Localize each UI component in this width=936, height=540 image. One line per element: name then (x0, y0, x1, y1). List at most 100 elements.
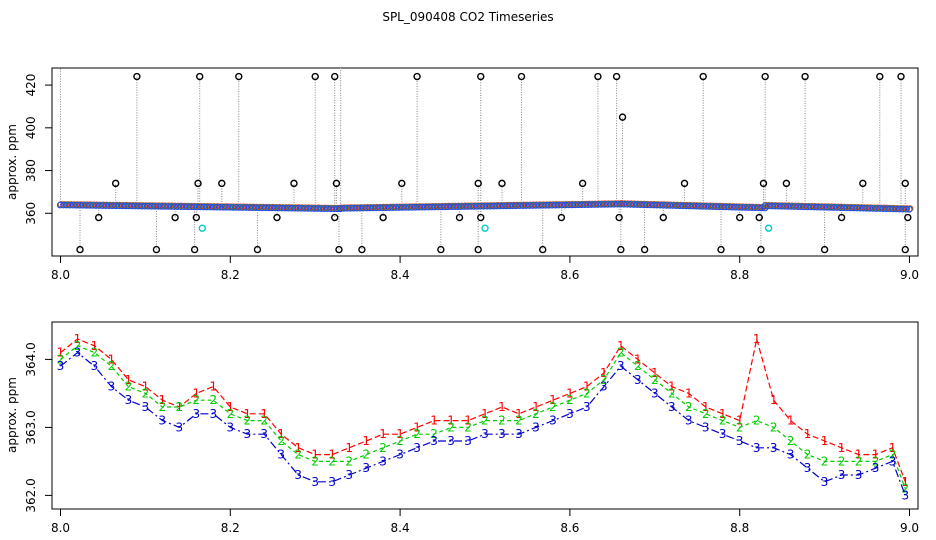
baseline-point-blue (441, 203, 448, 211)
baseline-point-blue (735, 204, 742, 211)
outlier-point (761, 72, 769, 81)
series-1-marker: 1 (634, 352, 642, 366)
baseline-point-blue (311, 205, 318, 212)
series-2-marker: 2 (566, 393, 574, 407)
baseline-point-blue (203, 203, 211, 211)
series-1-marker: 1 (294, 441, 302, 455)
outlier-point (171, 213, 179, 222)
baseline-point-blue (800, 203, 808, 211)
top-plot-frame (51, 67, 919, 257)
baseline-point-blue (807, 203, 815, 211)
baseline-point-blue (255, 204, 263, 212)
series-3-marker: 3 (634, 373, 642, 387)
baseline-point-blue (623, 201, 631, 208)
baseline-point-blue (859, 204, 867, 212)
series-2-marker: 2 (159, 400, 167, 414)
outlier-point (876, 72, 884, 81)
series-2-marker: 2 (787, 434, 795, 448)
baseline-point-blue (193, 203, 201, 211)
series-2-marker: 2 (901, 482, 909, 496)
baseline-point-blue (99, 202, 106, 209)
baseline-point-blue (337, 205, 344, 212)
outlier-point (413, 72, 421, 81)
series-3-marker: 3 (685, 414, 693, 428)
baseline-point-blue (787, 203, 795, 210)
baseline-point-blue (258, 204, 266, 212)
series-3-marker: 3 (549, 414, 557, 428)
series-2-marker: 2 (685, 400, 693, 414)
series-2-marker: 2 (838, 454, 846, 468)
outlier-point (455, 213, 464, 222)
series-3-marker: 3 (209, 407, 217, 421)
baseline-point-blue (597, 201, 605, 208)
outlier-point (235, 72, 243, 81)
baseline-point-blue (356, 204, 364, 212)
baseline-point-blue (490, 202, 497, 210)
baseline-point-blue (174, 203, 181, 210)
baseline-point-blue (748, 204, 756, 211)
bottom-plot-frame (51, 321, 919, 510)
baseline-point-blue (761, 202, 769, 210)
series-2-marker: 2 (770, 420, 778, 434)
series-3-marker: 3 (379, 454, 387, 468)
outlier-point (680, 179, 689, 188)
outlier-point (273, 213, 281, 222)
baseline-point-blue (738, 204, 746, 211)
series-2-marker: 2 (617, 346, 625, 360)
baseline-point-blue (128, 202, 136, 210)
series-2-marker: 2 (889, 448, 897, 462)
baseline-point-blue (610, 200, 618, 208)
baseline-point-blue (636, 201, 644, 208)
baseline-point-blue (438, 203, 445, 211)
baseline-point-blue (125, 202, 132, 210)
baseline-point-blue (529, 202, 536, 209)
baseline-point-blue (594, 201, 602, 208)
outlier-point (253, 245, 262, 254)
baseline-point-blue (460, 203, 468, 210)
baseline-point-blue (503, 202, 510, 210)
baseline-point-blue (659, 202, 667, 209)
bottom-y-tick-label: 363.0 (24, 410, 38, 444)
baseline-point-blue (297, 205, 305, 212)
baseline-point-blue (304, 205, 312, 212)
baseline-point-blue (210, 203, 217, 211)
top-axes: 8.0 8.2 8.4 8.6 8.8 9.0 360 380 400 420 (24, 74, 919, 282)
series-3-marker: 3 (889, 454, 897, 468)
series-2-marker: 2 (142, 386, 150, 400)
baseline-point-blue (558, 201, 566, 209)
baseline-point-blue (226, 204, 233, 211)
baseline-point-blue (493, 202, 501, 210)
baseline-point-blue (627, 201, 634, 208)
baseline-point-blue (382, 204, 390, 212)
cyan-point (481, 224, 489, 232)
baseline-point-blue (656, 201, 664, 209)
outlier-point (578, 179, 587, 188)
outlier-point (612, 72, 621, 81)
baseline-point-blue (223, 204, 230, 211)
series-1-marker: 1 (243, 407, 251, 421)
baseline-point-blue (333, 205, 341, 213)
outlier-point (196, 72, 204, 81)
series-2-marker: 2 (702, 407, 710, 421)
baseline-point-blue (76, 201, 84, 209)
baseline-point-blue (415, 203, 422, 211)
series-2-marker: 2 (736, 420, 744, 434)
series-2-marker: 2 (57, 352, 65, 366)
series-1-marker: 1 (57, 346, 65, 360)
series-3-marker: 3 (719, 427, 727, 441)
baseline-point-blue (781, 203, 788, 210)
series-2-marker: 2 (396, 434, 404, 448)
baseline-point-blue (712, 203, 719, 211)
top-y-tick-label: 360 (24, 202, 38, 225)
outlier-point (539, 245, 547, 254)
bottom-y-tick-label: 362.0 (24, 478, 38, 512)
series-2-marker: 2 (430, 427, 438, 441)
baseline-point-blue (565, 201, 572, 209)
series-3-marker: 3 (260, 427, 268, 441)
outlier-point (618, 113, 627, 121)
series-1-marker: 1 (311, 448, 319, 462)
series-2-marker: 2 (193, 393, 201, 407)
baseline-point-blue (633, 201, 641, 208)
bottom-x-tick-label: 8.4 (391, 521, 410, 535)
baseline-point-blue (522, 202, 530, 209)
